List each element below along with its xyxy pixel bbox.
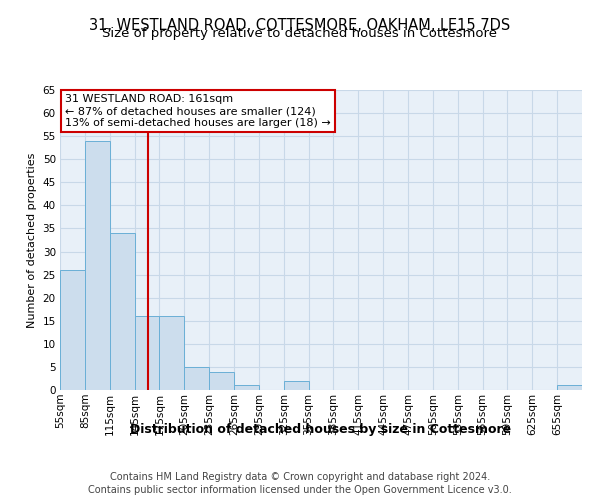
Text: 31 WESTLAND ROAD: 161sqm
← 87% of detached houses are smaller (124)
13% of semi-: 31 WESTLAND ROAD: 161sqm ← 87% of detach… xyxy=(65,94,331,128)
Bar xyxy=(284,381,308,390)
Text: 31, WESTLAND ROAD, COTTESMORE, OAKHAM, LE15 7DS: 31, WESTLAND ROAD, COTTESMORE, OAKHAM, L… xyxy=(89,18,511,32)
Bar xyxy=(557,386,582,390)
Bar xyxy=(85,141,110,390)
Bar xyxy=(134,316,160,390)
Bar xyxy=(110,233,134,390)
Text: Distribution of detached houses by size in Cottesmore: Distribution of detached houses by size … xyxy=(130,422,512,436)
Bar xyxy=(160,316,184,390)
Bar xyxy=(60,270,85,390)
Text: Contains public sector information licensed under the Open Government Licence v3: Contains public sector information licen… xyxy=(88,485,512,495)
Bar xyxy=(209,372,234,390)
Y-axis label: Number of detached properties: Number of detached properties xyxy=(27,152,37,328)
Bar xyxy=(184,367,209,390)
Bar xyxy=(234,386,259,390)
Text: Size of property relative to detached houses in Cottesmore: Size of property relative to detached ho… xyxy=(103,28,497,40)
Text: Contains HM Land Registry data © Crown copyright and database right 2024.: Contains HM Land Registry data © Crown c… xyxy=(110,472,490,482)
